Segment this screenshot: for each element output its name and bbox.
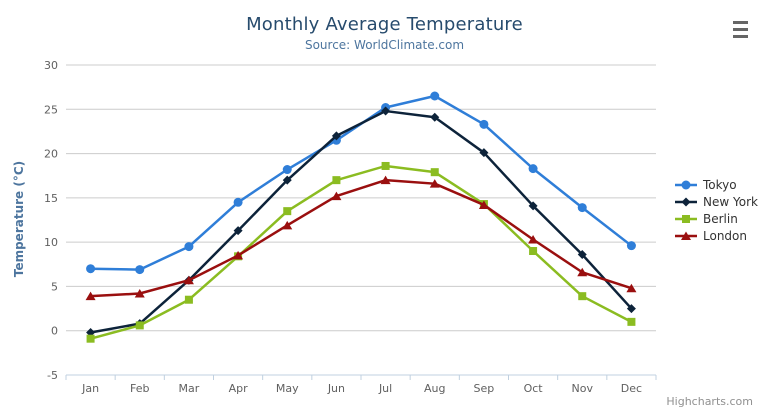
data-point-new-york-nov[interactable] (577, 250, 587, 260)
legend-marker[interactable] (681, 180, 691, 189)
data-point-london-dec[interactable] (626, 283, 637, 293)
x-axis-tick-label: Jan (81, 382, 99, 395)
series-line-berlin[interactable] (89, 164, 633, 340)
data-point-tokyo-nov[interactable] (577, 203, 587, 213)
data-point-new-york-jun[interactable] (331, 131, 341, 141)
series-line-london[interactable] (89, 178, 633, 298)
data-point-london-jun[interactable] (331, 191, 342, 201)
data-point-tokyo-apr[interactable] (233, 197, 243, 207)
hamburger-menu-icon[interactable] (730, 21, 750, 38)
circle-marker-icon (675, 180, 697, 189)
chart-legend: Tokyo New York Berlin London (674, 176, 758, 244)
data-point-new-york-sep[interactable] (479, 148, 489, 158)
data-point-tokyo-mar[interactable] (184, 242, 194, 252)
legend-item-berlin[interactable]: Berlin (674, 210, 758, 227)
y-axis-tick-label: 20 (44, 148, 58, 161)
data-point-london-nov[interactable] (577, 267, 588, 277)
data-point-london-feb[interactable] (134, 289, 145, 298)
data-point-tokyo-feb[interactable] (135, 265, 145, 275)
y-axis-tick-label: 10 (44, 236, 58, 249)
x-axis-tick-label: Aug (424, 382, 445, 395)
chart-subtitle: Source: WorldClimate.com (304, 38, 465, 52)
data-point-new-york-dec[interactable] (626, 304, 636, 314)
data-point-berlin-mar[interactable] (184, 295, 193, 304)
y-axis-tick-label: 0 (51, 325, 58, 338)
x-axis-tick-label: Dec (621, 382, 642, 395)
y-axis-title: Temperature (°C) (12, 160, 26, 278)
credits-link[interactable]: Highcharts.com (666, 395, 753, 408)
x-axis-tick-label: Apr (229, 382, 249, 395)
x-axis-tick-label: Jul (378, 382, 392, 395)
data-point-berlin-may[interactable] (283, 207, 292, 216)
data-point-new-york-aug[interactable] (430, 112, 440, 122)
data-point-new-york-jul[interactable] (381, 106, 391, 116)
legend-marker[interactable] (681, 231, 691, 240)
x-axis-tick-label: Nov (572, 382, 594, 395)
legend-marker[interactable] (681, 197, 691, 206)
legend-marker[interactable] (682, 214, 690, 223)
data-point-berlin-nov[interactable] (578, 292, 587, 301)
data-point-tokyo-aug[interactable] (430, 91, 440, 101)
y-axis-tick-label: 30 (44, 59, 58, 72)
data-point-london-mar[interactable] (183, 275, 194, 285)
x-axis-tick-label: Sep (474, 382, 495, 395)
chart-title: Monthly Average Temperature (246, 14, 523, 35)
data-point-london-jan[interactable] (85, 291, 96, 301)
y-axis-tick-label: 25 (44, 103, 58, 116)
series-tokyo (86, 91, 636, 275)
data-point-london-aug[interactable] (429, 179, 440, 188)
square-marker-icon (675, 214, 697, 223)
y-axis-tick-label: 15 (44, 192, 58, 205)
data-point-london-apr[interactable] (233, 250, 244, 260)
data-point-london-oct[interactable] (528, 234, 539, 244)
x-axis-tick-label: Oct (524, 382, 544, 395)
data-point-berlin-feb[interactable] (135, 321, 144, 330)
data-point-new-york-oct[interactable] (528, 201, 538, 211)
diamond-marker-icon (675, 197, 697, 206)
legend-label-london: London (703, 228, 747, 243)
data-point-london-sep[interactable] (478, 200, 489, 209)
x-axis-tick-label: Jun (327, 382, 345, 395)
legend-label-new-york: New York (703, 194, 758, 209)
data-point-tokyo-jan[interactable] (86, 264, 96, 274)
data-point-london-jul[interactable] (380, 175, 391, 185)
legend-item-tokyo[interactable]: Tokyo (674, 176, 758, 193)
series-line-tokyo[interactable] (89, 94, 633, 271)
data-point-tokyo-may[interactable] (282, 165, 292, 175)
y-axis-tick-label: -5 (47, 369, 58, 382)
x-axis-tick-label: Feb (130, 382, 149, 395)
x-axis-tick-label: Mar (179, 382, 200, 395)
series-line-new-york[interactable] (89, 109, 633, 334)
x-axis-tick-label: May (276, 382, 299, 395)
data-point-london-may[interactable] (282, 220, 293, 230)
data-point-berlin-jul[interactable] (381, 161, 390, 170)
data-point-new-york-may[interactable] (282, 175, 292, 185)
data-point-berlin-jun[interactable] (332, 176, 341, 185)
data-point-berlin-aug[interactable] (430, 168, 439, 177)
y-axis-tick-label: 5 (51, 280, 58, 293)
legend-item-new-york[interactable]: New York (674, 193, 758, 210)
data-point-tokyo-sep[interactable] (479, 119, 489, 129)
series-new-york (86, 106, 636, 337)
data-point-berlin-oct[interactable] (529, 247, 538, 255)
data-point-berlin-jan[interactable] (86, 334, 95, 343)
triangle-marker-icon (675, 231, 697, 240)
legend-label-tokyo: Tokyo (703, 177, 737, 192)
legend-item-london[interactable]: London (674, 227, 758, 244)
data-point-tokyo-oct[interactable] (528, 164, 538, 174)
data-point-tokyo-dec[interactable] (626, 241, 636, 251)
series-london (85, 175, 637, 301)
data-point-new-york-apr[interactable] (233, 226, 243, 236)
legend-label-berlin: Berlin (703, 211, 738, 226)
data-point-berlin-dec[interactable] (627, 317, 636, 326)
